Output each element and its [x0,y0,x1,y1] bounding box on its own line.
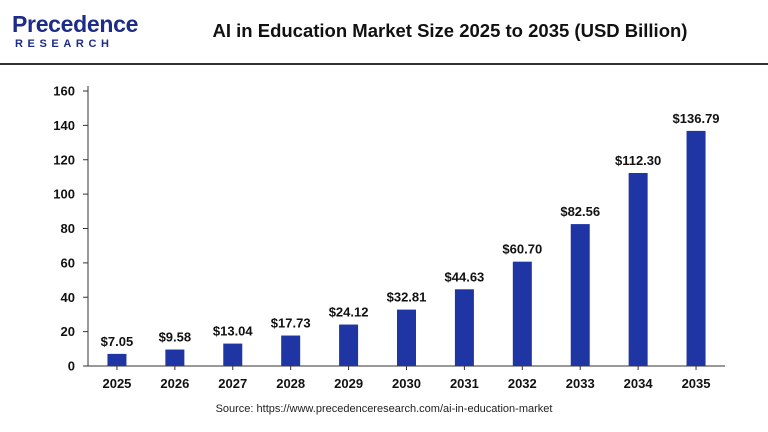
x-tick-label: 2028 [276,376,305,391]
header: Precedence RESEARCH AI in Education Mark… [0,0,768,65]
bar [686,130,706,366]
source-note: Source: https://www.precedenceresearch.c… [215,403,553,415]
bar [512,261,532,366]
y-tick-label: 100 [53,187,75,202]
data-label: $13.04 [213,324,254,339]
header-divider [0,63,768,65]
bar [628,172,648,366]
x-tick-label: 2029 [334,376,363,391]
y-tick-label: 120 [53,152,75,167]
bar-chart: 0 20 40 60 80 100 120 140 160 $7.05 2025 $9.58 2026 $… [53,84,725,391]
brand-sub: RESEARCH [15,38,114,50]
data-label: $17.73 [271,316,311,331]
data-label: $82.56 [560,204,600,219]
data-label: $24.12 [329,305,369,320]
bar [107,353,127,366]
x-tick-label: 2027 [218,376,247,391]
x-tick-label: 2035 [682,376,711,391]
bar [397,309,416,366]
bar [223,343,243,366]
chart-title: AI in Education Market Size 2025 to 2035… [212,20,688,41]
data-label: $32.81 [387,290,427,305]
y-tick-label: 40 [61,290,75,305]
x-tick-label: 2034 [624,376,654,391]
data-label: $136.79 [673,111,720,126]
data-label: $44.63 [445,269,485,284]
y-tick-label: 80 [61,221,75,236]
data-label: $112.30 [615,153,661,168]
x-tick-label: 2031 [450,376,479,391]
bar [165,349,185,366]
data-label: $7.05 [101,334,134,349]
bar [570,224,590,366]
brand-logo: Precedence RESEARCH [12,11,138,53]
y-tick-label: 20 [61,324,75,339]
x-tick-label: 2033 [566,376,595,391]
data-label: $9.58 [159,330,192,345]
x-tick-label: 2026 [160,376,189,391]
y-tick-label: 140 [53,118,75,133]
brand-name: Precedence [12,11,139,37]
x-tick-label: 2032 [508,376,537,391]
x-tick-label: 2025 [102,376,131,391]
y-tick-label: 0 [68,359,75,374]
data-label: $60.70 [502,242,542,257]
bar [281,335,301,366]
y-tick-label: 60 [61,255,75,270]
bar [339,324,359,366]
x-tick-label: 2030 [392,376,421,391]
bar [454,289,474,366]
y-tick-label: 160 [53,84,75,99]
